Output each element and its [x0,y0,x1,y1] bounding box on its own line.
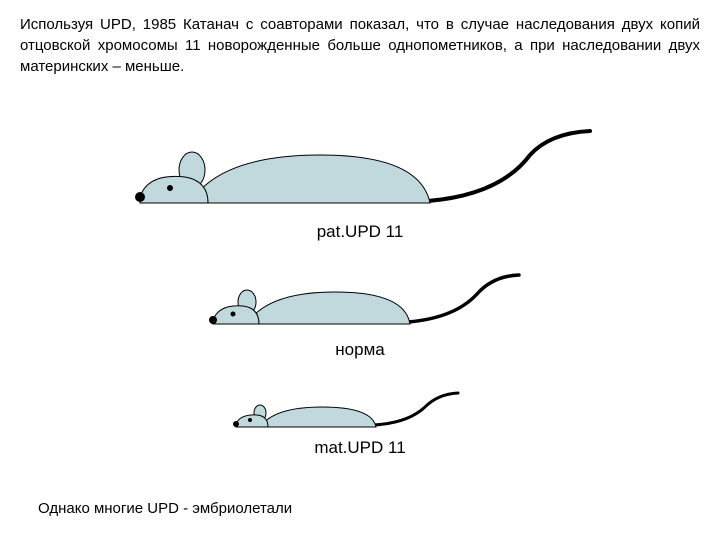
mouse-head [236,415,268,427]
mouse-eye [231,312,236,317]
header-paragraph: Используя UPD, 1985 Катанач с соавторами… [20,14,700,77]
mouse-nose [233,421,239,427]
mouse-body [247,292,410,324]
mouse-eye [167,185,173,191]
mouse-tail [408,275,519,322]
mouse-tail [428,131,590,201]
mouse-body [260,407,376,427]
mouse-svg-0 [130,125,630,215]
footer-text: Однако многие UPD - эмбриолетали [38,500,292,517]
mouse-tail [374,393,458,425]
mouse-eye [248,418,252,422]
mouse-label-2: mat.UPD 11 [0,438,720,458]
mouse-svg-1 [205,270,585,335]
mouse-label-0: pat.UPD 11 [0,222,720,242]
mouse-svg-2 [230,390,530,435]
mouse-label-1: норма [0,340,720,360]
mouse-head [213,306,259,324]
mouse-nose [209,316,217,324]
mouse-nose [135,192,145,202]
mouse-body [190,155,430,203]
